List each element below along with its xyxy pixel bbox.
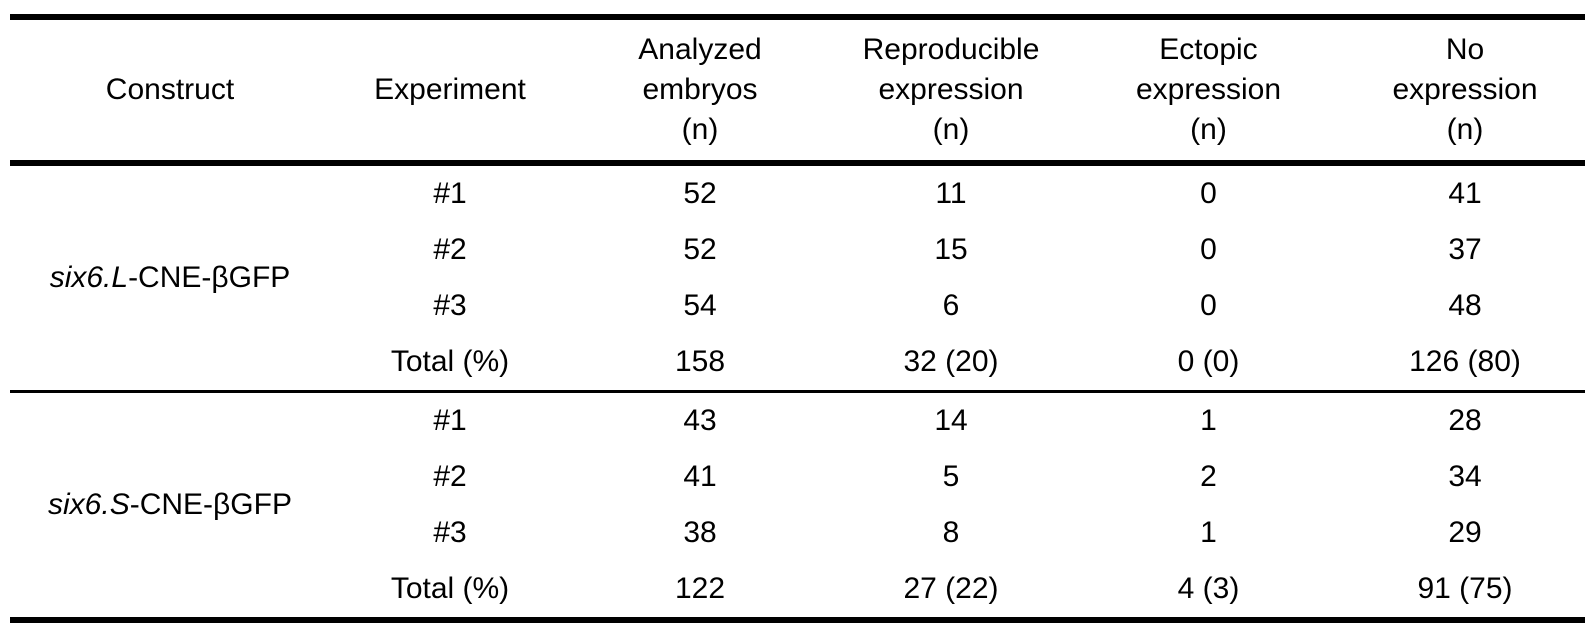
construct-cell-six6S: six6.S-CNE-βGFP [10, 392, 330, 621]
reproducible-expression-total-cell: 32 (20) [903, 345, 999, 378]
experiment-cell: #3 [433, 289, 467, 322]
ectopic-expression-cell: 2 [1200, 460, 1217, 493]
analyzed-embryos-cell: 52 [683, 177, 717, 210]
reproducible-expression-cell: 6 [942, 289, 960, 322]
no-expression-cell: 29 [1448, 516, 1482, 549]
analyzed-embryos-total-cell: 158 [674, 345, 726, 378]
header-row: Construct Experiment Analyzed embryos (n… [10, 17, 1585, 163]
analyzed-embryos-cell: 52 [683, 233, 717, 266]
construct-suffix: -CNE-βGFP [128, 261, 291, 294]
ectopic-expression-total-cell: 4 (3) [1177, 572, 1240, 605]
ectopic-expression-cell: 0 [1200, 177, 1217, 210]
table-row: #2 41 5 2 34 [10, 449, 1585, 505]
reproducible-expression-cell: 11 [935, 177, 967, 210]
col-header-ectopic-expression: Ectopic expression (n) [1135, 33, 1282, 146]
ectopic-expression-cell: 1 [1200, 404, 1217, 437]
ectopic-expression-cell: 0 [1200, 289, 1217, 322]
col-header-reproducible-expression: Reproducible expression (n) [862, 33, 1040, 146]
no-expression-cell: 37 [1448, 233, 1482, 266]
reproducible-expression-cell: 14 [934, 404, 968, 437]
ectopic-expression-total-cell: 0 (0) [1177, 345, 1240, 378]
table-row: #3 38 8 1 29 [10, 505, 1585, 561]
no-expression-cell: 28 [1448, 404, 1482, 437]
no-expression-cell: 41 [1448, 177, 1482, 210]
reproducible-expression-cell: 15 [934, 233, 968, 266]
analyzed-embryos-cell: 43 [683, 404, 717, 437]
experiment-cell: #1 [433, 404, 467, 437]
construct-gene-name: six6.S [48, 488, 130, 521]
expression-results-table: Construct Experiment Analyzed embryos (n… [10, 14, 1585, 623]
analyzed-embryos-cell: 38 [683, 516, 717, 549]
analyzed-embryos-cell: 41 [683, 460, 717, 493]
experiment-total-cell: Total (%) [390, 345, 510, 378]
no-expression-cell: 34 [1448, 460, 1482, 493]
no-expression-cell: 48 [1448, 289, 1482, 322]
experiment-cell: #2 [433, 233, 467, 266]
table-row: six6.S-CNE-βGFP #1 43 14 1 28 [10, 391, 1585, 521]
col-header-experiment: Experiment [374, 73, 526, 106]
construct-cell-six6L: six6.L-CNE-βGFP [10, 163, 330, 392]
ectopic-expression-cell: 1 [1200, 516, 1217, 549]
table-row: #2 52 15 0 37 [10, 222, 1585, 278]
table-row: #3 54 6 0 48 [10, 278, 1585, 334]
reproducible-expression-cell: 8 [942, 516, 960, 549]
experiment-cell: #1 [433, 177, 467, 210]
table-row-total: Total (%) 122 27 (22) 4 (3) 91 (75) [10, 561, 1585, 620]
no-expression-total-cell: 126 (80) [1409, 345, 1521, 378]
reproducible-expression-cell: 5 [942, 460, 960, 493]
table-row-total: Total (%) 158 32 (20) 0 (0) 126 (80) [10, 334, 1585, 392]
experiment-cell: #2 [433, 460, 467, 493]
col-header-analyzed-embryos: Analyzed embryos (n) [638, 33, 762, 146]
analyzed-embryos-cell: 54 [683, 289, 717, 322]
analyzed-embryos-total-cell: 122 [674, 572, 726, 605]
col-header-construct: Construct [105, 73, 235, 106]
experiment-cell: #3 [433, 516, 467, 549]
experiment-total-cell: Total (%) [390, 572, 510, 605]
table-row: six6.L-CNE-βGFP #1 52 11 0 41 [10, 163, 1585, 294]
construct-suffix: -CNE-βGFP [129, 488, 292, 521]
col-header-no-expression: No expression (n) [1392, 33, 1538, 146]
no-expression-total-cell: 91 (75) [1417, 572, 1513, 605]
ectopic-expression-cell: 0 [1200, 233, 1217, 266]
reproducible-expression-total-cell: 27 (22) [903, 572, 999, 605]
construct-gene-name: six6.L [49, 261, 129, 294]
